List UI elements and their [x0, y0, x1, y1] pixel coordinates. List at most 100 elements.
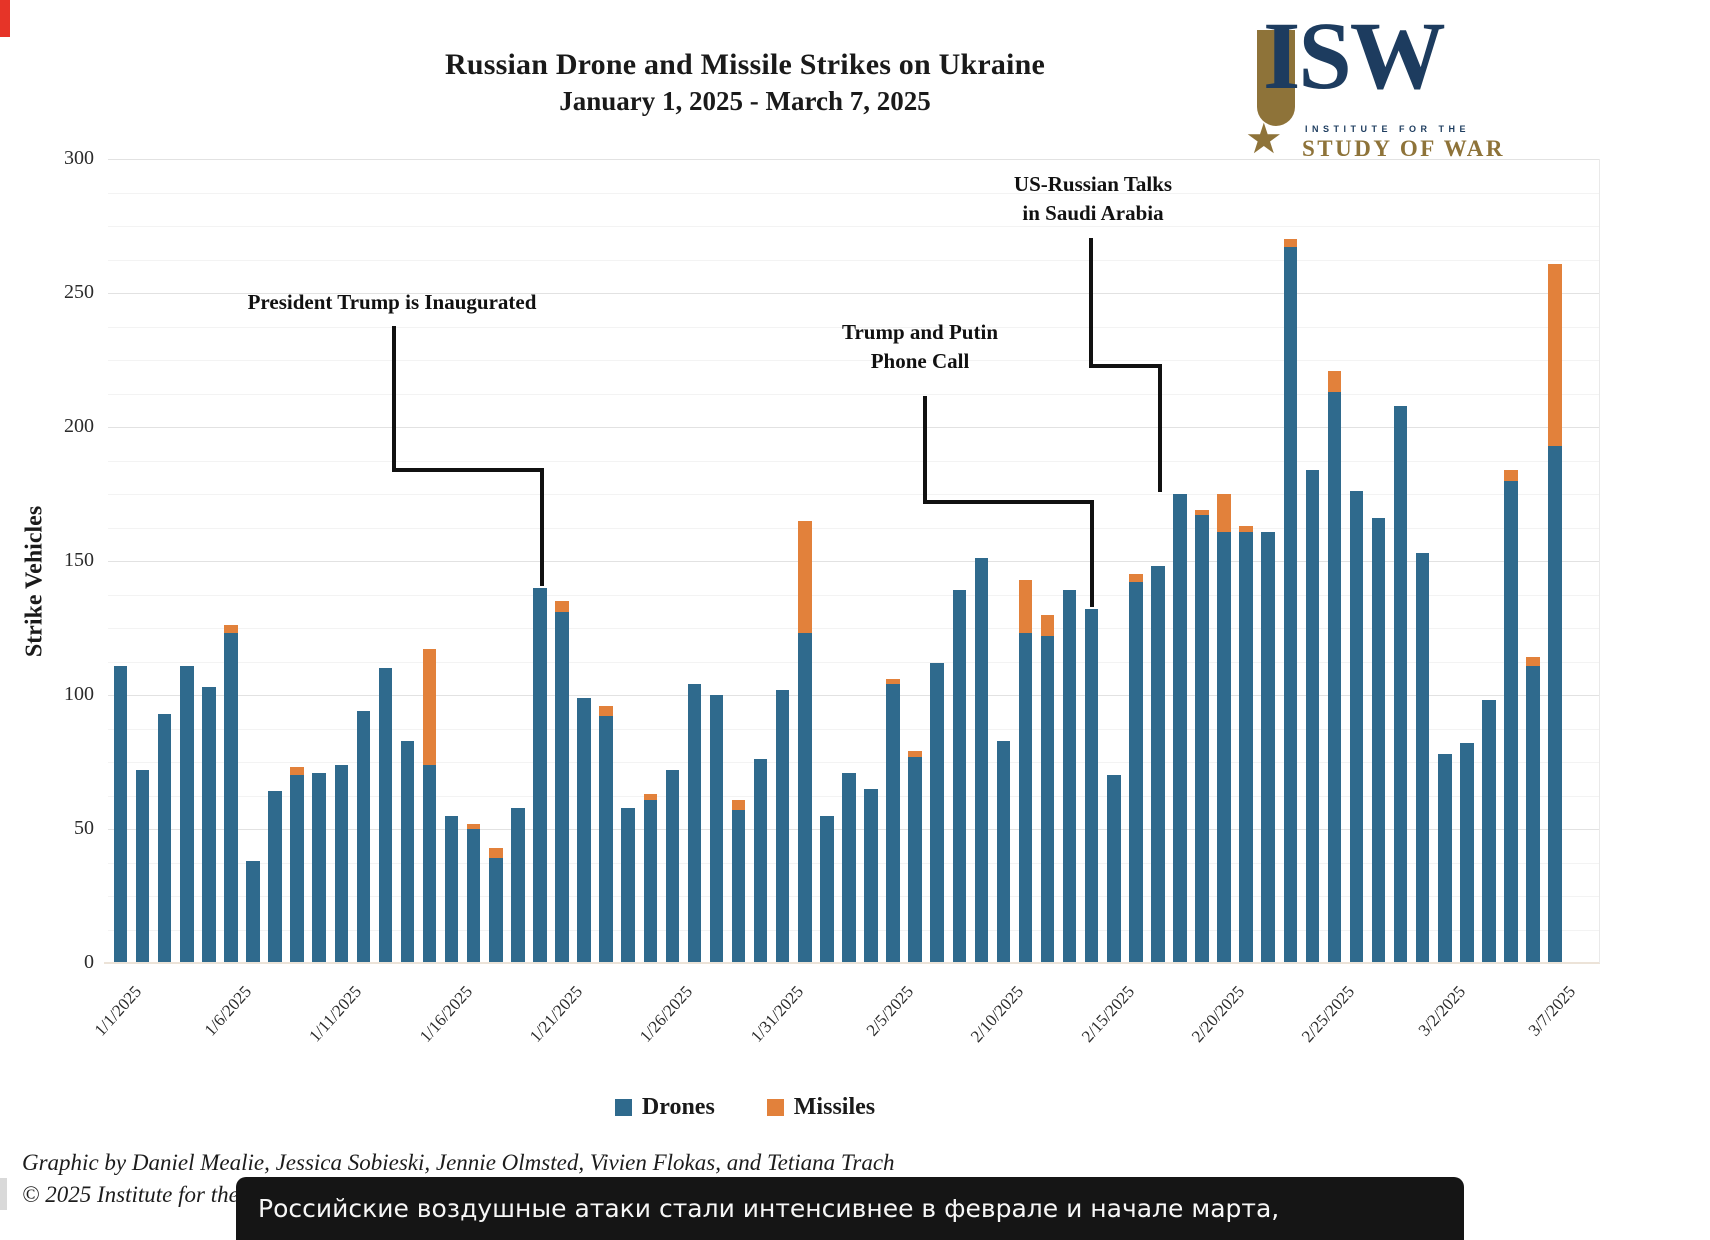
y-tick-label: 250 [64, 281, 94, 303]
missiles-segment [1195, 510, 1209, 516]
y-tick-label: 50 [74, 817, 94, 839]
drones-segment [1415, 552, 1430, 963]
minor-gridline [108, 360, 1600, 361]
x-tick-label: 2/25/2025 [1298, 982, 1359, 1046]
bar-1/12/2025 [356, 711, 371, 963]
bar-1/10/2025 [312, 772, 326, 963]
bar-1/6/2025 [224, 625, 238, 963]
x-tick-label: 1/1/2025 [90, 982, 145, 1040]
missiles-segment [599, 705, 613, 717]
logo-ribbon-shape [1257, 30, 1295, 126]
legend-item-missiles: Missiles [766, 1094, 876, 1121]
missiles-segment [422, 649, 437, 765]
drones-swatch-icon [614, 1099, 632, 1116]
bar-2/5/2025 [886, 678, 900, 963]
missiles-swatch-icon [766, 1099, 784, 1116]
drones-segment [489, 858, 503, 963]
drones-segment [952, 590, 966, 963]
missiles-segment [290, 767, 304, 776]
drones-segment [731, 810, 746, 963]
bar-2/18/2025 [1173, 494, 1187, 963]
drones-segment [687, 684, 702, 963]
drones-segment [1151, 566, 1165, 963]
x-tick-label: 2/15/2025 [1077, 982, 1138, 1046]
drones-segment [709, 695, 724, 963]
bar-1/28/2025 [709, 695, 724, 963]
drones-segment [1504, 480, 1518, 963]
bar-2/10/2025 [996, 740, 1011, 963]
drones-segment [599, 716, 613, 963]
drones-segment [290, 775, 304, 963]
drones-segment [400, 740, 415, 963]
minor-gridline [108, 728, 1600, 730]
major-gridline [108, 561, 1600, 562]
drones-segment [974, 558, 989, 963]
bar-2/14/2025 [1084, 609, 1099, 963]
bar-1/5/2025 [202, 686, 216, 963]
bar-1/1/2025 [113, 665, 128, 963]
missiles-segment [555, 601, 569, 612]
drones-segment [1548, 445, 1562, 963]
drones-segment [1040, 636, 1055, 963]
y-tick-label: 200 [64, 415, 94, 437]
missiles-segment [1239, 526, 1253, 532]
annotation-line [923, 500, 1090, 504]
missiles-segment [224, 625, 238, 634]
page-subtitle: January 1, 2025 - March 7, 2025 [559, 86, 931, 116]
page-title: Russian Drone and Missile Strikes on Ukr… [445, 48, 1045, 81]
bar-3/4/2025 [1482, 700, 1496, 963]
drones-segment [1239, 531, 1253, 963]
minor-gridline [108, 226, 1600, 227]
bar-3/2/2025 [1438, 753, 1452, 963]
x-tick-label: 1/21/2025 [525, 982, 587, 1046]
y-tick-label: 0 [84, 951, 94, 973]
drones-segment [1526, 665, 1540, 963]
drones-segment [820, 815, 834, 963]
major-gridline [108, 427, 1600, 428]
x-tick-label: 2/5/2025 [862, 982, 918, 1040]
bar-2/2/2025 [820, 815, 834, 963]
x-tick-label: 1/26/2025 [636, 982, 697, 1046]
drones-segment [1084, 609, 1099, 963]
legend-missiles-label: Missiles [793, 1094, 876, 1120]
chart-title-block: Russian Drone and Missile Strikes on Ukr… [0, 48, 1490, 117]
bar-1/21/2025 [555, 601, 569, 963]
annotation-line [1090, 500, 1094, 607]
bar-1/31/2025 [775, 689, 790, 963]
x-tick-label: 1/6/2025 [200, 982, 256, 1040]
bar-2/8/2025 [952, 590, 966, 963]
y-tick-label: 150 [64, 549, 94, 571]
drones-segment [224, 633, 238, 963]
annotation-label-0: President Trump is Inaugurated [247, 290, 537, 314]
bar-1/18/2025 [489, 847, 503, 963]
x-tick-label: 3/7/2025 [1524, 982, 1580, 1040]
drones-segment [1349, 491, 1364, 963]
drones-segment [202, 686, 216, 963]
major-gridline [108, 159, 1600, 160]
missiles-segment [1526, 657, 1540, 666]
drones-segment [246, 861, 260, 963]
drones-segment [798, 633, 812, 963]
drones-segment [577, 697, 591, 963]
annotation-line [392, 468, 540, 472]
missiles-segment [798, 520, 812, 634]
minor-gridline [108, 192, 1600, 194]
minor-gridline [108, 494, 1600, 495]
y-tick-label: 100 [64, 683, 94, 705]
chart-legend: Drones Missiles [0, 1094, 1490, 1121]
bar-2/3/2025 [842, 772, 856, 963]
drones-segment [1018, 633, 1033, 963]
drones-segment [1327, 392, 1342, 963]
bar-2/22/2025 [1261, 531, 1275, 963]
x-tick-label: 1/16/2025 [415, 982, 476, 1046]
drones-segment [378, 668, 393, 963]
drones-segment [1438, 753, 1452, 963]
drones-segment [1460, 743, 1474, 963]
drones-segment [533, 587, 547, 963]
drones-segment [775, 689, 790, 963]
missiles-segment [1040, 614, 1055, 637]
bar-2/15/2025 [1107, 775, 1121, 963]
bar-2/24/2025 [1305, 469, 1320, 963]
bar-2/11/2025 [1018, 579, 1033, 963]
drones-segment [643, 799, 658, 963]
